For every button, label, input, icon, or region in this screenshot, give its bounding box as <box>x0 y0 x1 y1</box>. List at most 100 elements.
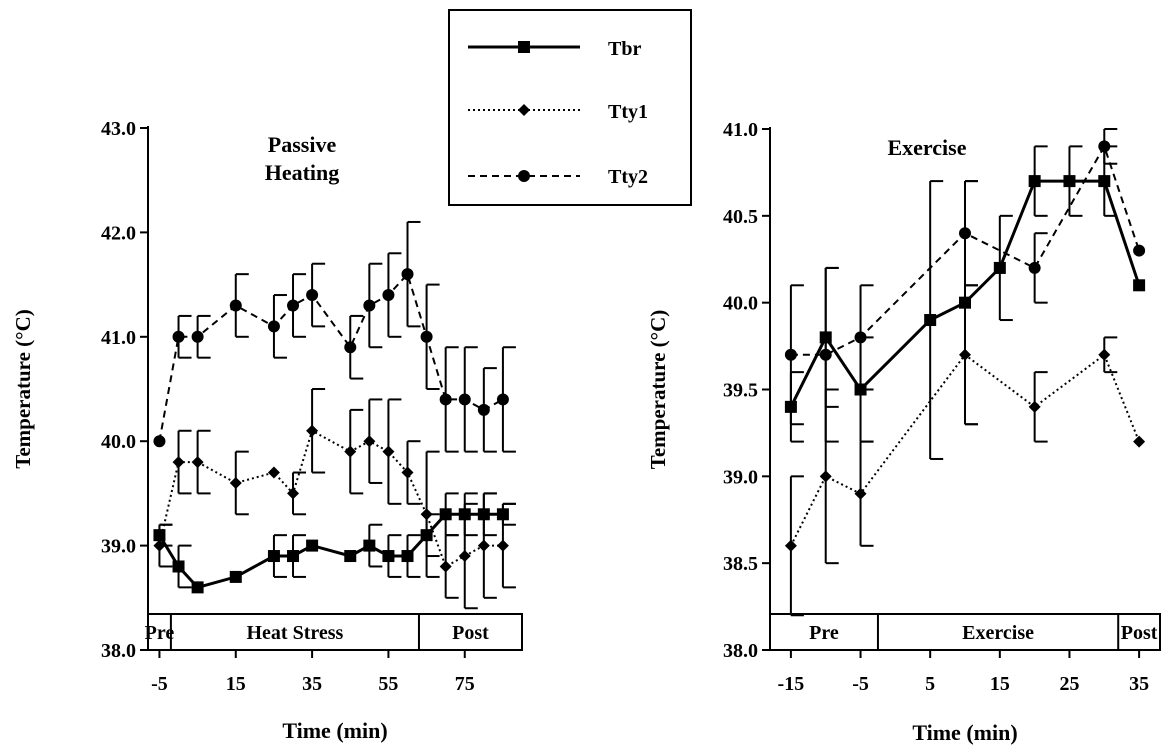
data-point <box>287 299 300 312</box>
x-tick-label: 15 <box>990 673 1010 695</box>
data-point <box>401 550 414 563</box>
data-point <box>1098 175 1111 188</box>
y-tick-label: 43.0 <box>101 118 136 140</box>
series-line <box>158 429 503 568</box>
data-point <box>420 508 433 521</box>
data-point <box>382 445 395 458</box>
data-point <box>420 330 433 343</box>
x-tick-label: 35 <box>302 673 322 695</box>
data-point <box>1098 348 1111 361</box>
data-point <box>993 261 1006 274</box>
data-point <box>1133 279 1146 292</box>
y-tick-label: 38.5 <box>723 553 758 575</box>
data-point <box>382 289 395 302</box>
data-point <box>287 550 300 563</box>
phase-band <box>769 613 1161 651</box>
exercise-chart: 38.0 38.5 39.0 39.5 40.0 40.5 41.0 Pre Exercise P… <box>646 119 1161 745</box>
data-point <box>959 348 971 361</box>
x-tick-label: -5 <box>151 673 168 695</box>
legend: Tbr Tty1 Tty2 <box>448 9 692 206</box>
chart-title: Exercise <box>887 135 966 160</box>
series-line <box>158 272 504 442</box>
data-point <box>287 487 300 500</box>
y-axis-label: Temperature (°C) <box>646 310 670 469</box>
legend-marker-tbr <box>518 41 530 53</box>
data-point <box>191 581 204 594</box>
y-tick-label: 39.5 <box>723 380 758 402</box>
x-tick-label: -5 <box>852 673 869 695</box>
data-point <box>784 348 797 361</box>
data-point <box>1028 400 1041 413</box>
legend-label-tty2: Tty2 <box>608 166 648 188</box>
chart-title: Passive Heating <box>265 132 340 185</box>
data-point <box>306 539 319 552</box>
data-point <box>363 299 376 312</box>
data-point <box>172 456 185 469</box>
y-tick-label: 40.5 <box>723 206 758 228</box>
data-point <box>784 539 797 552</box>
y-tick-label: 38.0 <box>723 640 758 662</box>
data-point <box>1063 175 1076 188</box>
y-tick-label: 40.0 <box>101 431 136 453</box>
data-point <box>924 314 937 327</box>
y-axis-label: Temperature (°C) <box>11 309 35 468</box>
data-point <box>819 470 832 483</box>
data-point <box>306 424 319 437</box>
data-point <box>1028 261 1041 274</box>
data-point <box>458 393 471 406</box>
y-tick-label: 42.0 <box>101 222 136 244</box>
data-point <box>363 539 376 552</box>
x-tick-label: 55 <box>378 673 398 695</box>
data-point <box>229 476 242 489</box>
data-point <box>458 550 471 563</box>
data-point <box>229 570 242 583</box>
data-point <box>172 330 185 343</box>
series-tty1 <box>784 284 1146 617</box>
data-point <box>363 435 376 448</box>
legend-samples <box>468 41 580 182</box>
data-point <box>153 435 166 448</box>
data-point <box>1098 140 1111 153</box>
y-tick-label: 41.0 <box>723 119 758 141</box>
series-tty1 <box>153 388 516 610</box>
data-point <box>267 320 280 333</box>
passive-heating-chart: 38.0 39.0 40.0 41.0 42.0 43.0 Pre Heat Stress Po… <box>11 118 523 743</box>
chart-title-line: Heating <box>265 160 340 185</box>
x-tick-label: 25 <box>1059 673 1079 695</box>
x-axis-label: Time (min) <box>912 720 1017 745</box>
x-tick-label: 15 <box>226 673 246 695</box>
data-point <box>1133 244 1146 257</box>
series-tty2 <box>784 128 1146 443</box>
data-point <box>439 560 452 573</box>
x-tick-label: 75 <box>455 673 475 695</box>
x-tick-label: 5 <box>925 673 935 695</box>
phase-label: Post <box>452 622 489 644</box>
data-point <box>401 268 414 281</box>
legend-frame <box>448 9 692 206</box>
y-tick-label: 38.0 <box>101 640 136 662</box>
phase-label: Exercise <box>962 622 1034 644</box>
data-point <box>854 487 867 500</box>
series-tbr <box>153 492 516 594</box>
data-point <box>172 560 185 573</box>
data-point <box>1133 435 1146 448</box>
data-point <box>477 539 490 552</box>
data-point <box>191 330 204 343</box>
data-point <box>496 539 509 552</box>
data-point <box>229 299 242 312</box>
y-tick-label: 39.0 <box>723 466 758 488</box>
y-tick-label: 39.0 <box>101 536 136 558</box>
data-point <box>401 466 414 479</box>
series-tty2 <box>153 220 516 453</box>
data-point <box>477 403 490 416</box>
phase-label: Heat Stress <box>247 622 344 644</box>
data-point <box>267 466 280 479</box>
data-point <box>191 456 204 469</box>
data-point <box>439 508 452 521</box>
data-point <box>854 331 867 344</box>
series-line <box>158 512 503 590</box>
x-axis-label: Time (min) <box>282 718 387 743</box>
legend-label-tty1: Tty1 <box>608 101 648 123</box>
data-point <box>439 393 452 406</box>
